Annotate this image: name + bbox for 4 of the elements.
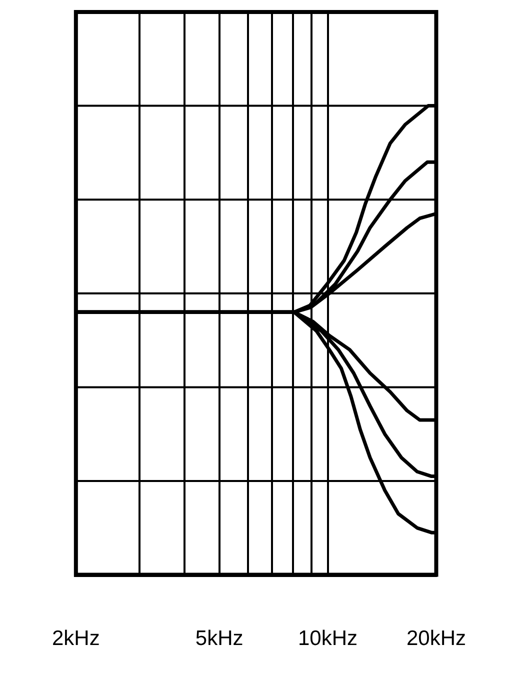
x-tick-label: 10kHz [298, 627, 358, 650]
x-tick-label: 5kHz [195, 627, 244, 650]
x-tick-label: 20kHz [406, 627, 466, 650]
x-tick-label: 2kHz [52, 627, 100, 650]
